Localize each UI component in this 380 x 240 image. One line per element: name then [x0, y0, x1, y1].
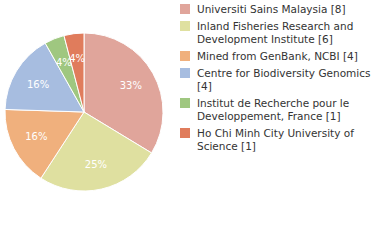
pie-slice — [64, 33, 84, 112]
data-label: 33% — [120, 80, 142, 91]
legend-label: Centre for Biodiversity Genomics[4] — [197, 67, 370, 92]
legend-label: Inland Fisheries Research andDevelopment… — [197, 20, 353, 45]
data-label: 16% — [27, 79, 49, 90]
legend-swatch — [180, 128, 190, 138]
data-label: 16% — [25, 131, 47, 142]
legend-swatch — [180, 98, 190, 108]
legend-swatch — [180, 21, 190, 31]
chart: 33%25%16%16%4%4%Universiti Sains Malaysi… — [0, 0, 380, 240]
legend-swatch — [180, 4, 190, 14]
pie-slice — [5, 109, 84, 178]
pie — [5, 33, 163, 191]
legend-label: Ho Chi Minh City University ofScience [1… — [197, 127, 354, 152]
legend-swatch — [180, 51, 190, 61]
legend-swatch — [180, 68, 190, 78]
legend-label: Universiti Sains Malaysia [8] — [197, 3, 346, 15]
data-labels: 33%25%16%16%4%4% — [25, 53, 142, 170]
legend-label: Institut de Recherche pour leDeveloppeme… — [197, 97, 349, 122]
legend: Universiti Sains Malaysia [8] Inland Fish… — [180, 3, 370, 152]
data-label: 25% — [85, 159, 107, 170]
legend-label: Mined from GenBank, NCBI [4] — [197, 50, 358, 62]
data-label: 4% — [69, 53, 85, 64]
